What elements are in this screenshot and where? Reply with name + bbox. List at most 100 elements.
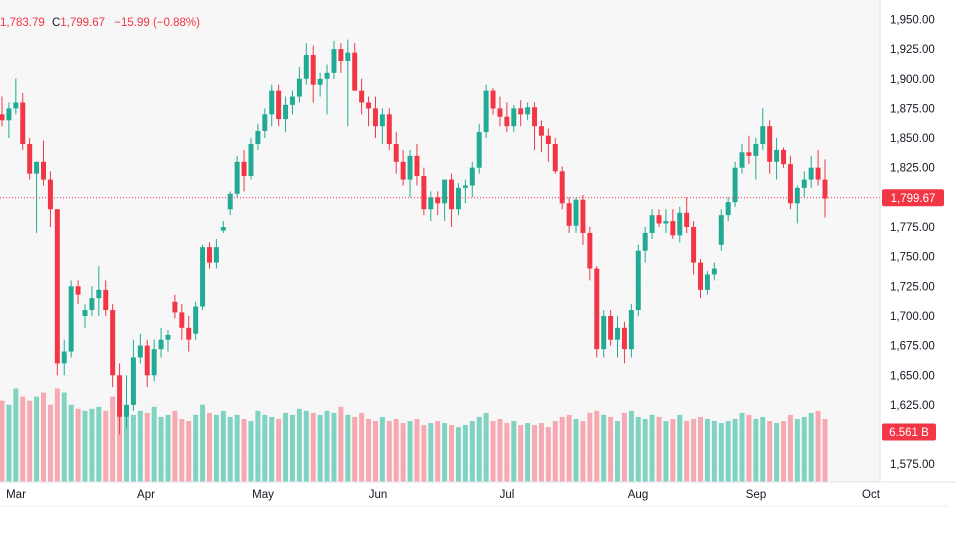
candle [545, 128, 551, 162]
candle [781, 147, 786, 168]
candle-body [82, 310, 88, 316]
candle-body [200, 247, 206, 307]
volume-bar [435, 421, 441, 482]
volume-bar [649, 414, 655, 482]
candle [386, 108, 392, 150]
legend-close: 1,799.67 [60, 17, 105, 29]
candle-body [822, 179, 828, 199]
volume-bar [442, 423, 448, 482]
volume-bar [608, 416, 614, 482]
candle [469, 161, 475, 198]
volume-bar [587, 412, 593, 482]
volume-bar [469, 421, 475, 482]
candle [352, 43, 358, 91]
candle-body [670, 221, 676, 236]
volume-bar [179, 418, 185, 482]
candle-body [366, 102, 372, 109]
candle-body [421, 176, 427, 210]
candle-body [808, 167, 814, 180]
candle-body [587, 232, 593, 269]
candle-body [220, 227, 226, 231]
candle-body [656, 215, 662, 224]
candle [193, 301, 199, 340]
candle-body [760, 126, 766, 144]
y-tick-label: 1,950.00 [890, 14, 935, 26]
candle [172, 294, 178, 319]
candle [103, 280, 109, 316]
volume-bar [110, 396, 116, 482]
candle [815, 149, 821, 186]
candle [580, 194, 586, 245]
y-tick-label: 1,875.00 [890, 103, 935, 115]
candle [0, 96, 5, 127]
candle-body [213, 247, 219, 263]
candle-body [559, 171, 565, 204]
candle-body [345, 52, 351, 61]
candle-body [538, 126, 544, 136]
volume-bar [518, 425, 524, 482]
candle [511, 104, 517, 133]
candle-body [193, 306, 199, 334]
x-tick-label: Oct [862, 489, 881, 501]
candle-body [75, 286, 81, 295]
candle [691, 221, 697, 275]
volume-bar [767, 421, 773, 482]
candle [476, 123, 482, 174]
volume-bar [449, 425, 455, 482]
volume-bar [372, 421, 378, 482]
candle [767, 120, 773, 174]
candle [407, 149, 413, 198]
volume-bar [628, 410, 634, 482]
candle-body [379, 114, 385, 127]
candle [774, 138, 780, 180]
candle [393, 132, 399, 174]
candle-body [677, 212, 683, 236]
legend-close-prefix: C [52, 17, 60, 29]
candle [711, 262, 717, 281]
volume-bar [82, 410, 88, 482]
volume-bar [428, 423, 434, 482]
candle-body [393, 143, 399, 162]
candle [241, 149, 247, 192]
candle [310, 45, 316, 103]
volume-bar [47, 404, 53, 482]
candle-body [144, 345, 150, 376]
candle-body [511, 108, 517, 127]
candle-body [255, 130, 261, 144]
volume-bar [151, 406, 157, 482]
candle-body [241, 161, 247, 177]
candle-body [455, 187, 461, 210]
candle [608, 310, 614, 346]
volume-bar [379, 416, 385, 482]
x-axis[interactable]: Mar Apr May Jun Jul Aug Sep Oct [6, 489, 881, 501]
volume-bar [670, 418, 676, 482]
candle-body [698, 262, 704, 290]
candle [75, 280, 81, 305]
candle [628, 304, 634, 358]
candle-body [20, 102, 26, 144]
candle [725, 197, 731, 222]
legend-change: −15.99 (−0.88%) [114, 17, 200, 29]
candle [20, 92, 26, 150]
volume-bar [718, 423, 724, 482]
volume-bar [206, 412, 212, 482]
volume-bar [801, 416, 807, 482]
volume-bar [698, 416, 704, 482]
candle-body [352, 52, 358, 91]
volume-bar [331, 412, 337, 482]
candle-body [615, 327, 621, 340]
legend: 1,783.79 C1,799.67 −15.99 (−0.88%) [0, 17, 200, 29]
candle-body [635, 250, 641, 311]
volume-bar [393, 418, 399, 482]
candle [47, 171, 53, 228]
volume-bar [303, 410, 309, 482]
volume-bar [615, 421, 621, 482]
candle [801, 171, 807, 198]
volume-bar [635, 416, 641, 482]
y-tick-label: 1,650.00 [890, 370, 935, 382]
candle [538, 120, 544, 153]
candle-body [428, 197, 434, 210]
volume-bar [117, 408, 123, 482]
volume-bar [746, 414, 752, 482]
